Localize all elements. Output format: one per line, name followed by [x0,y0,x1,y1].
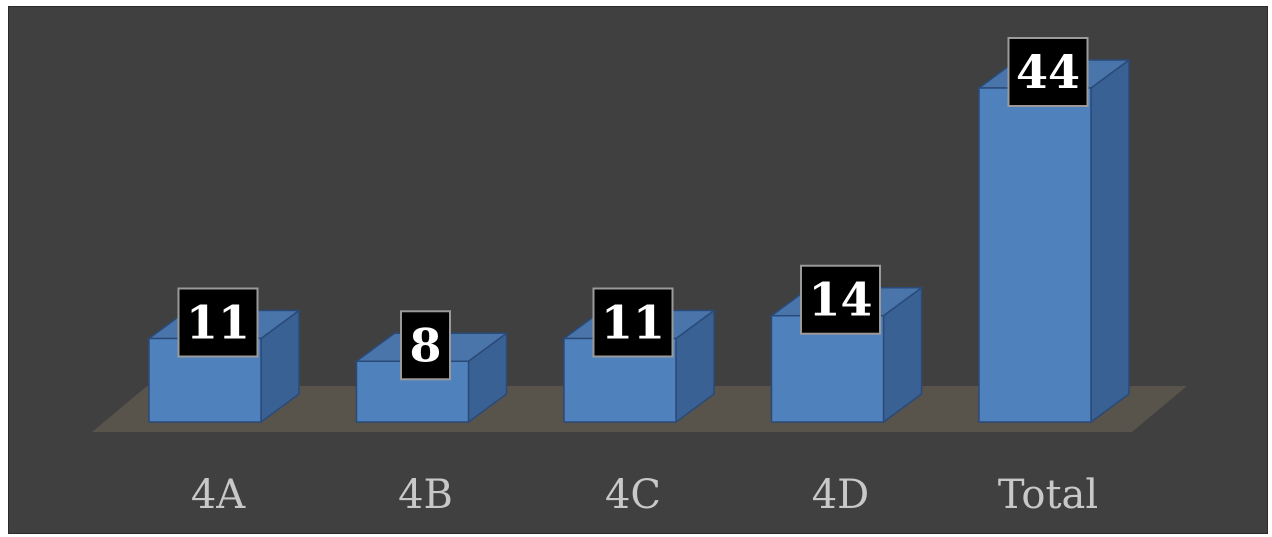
data-label-box [592,287,674,358]
category-labels: 4A 4B 4C 4D Total [191,472,1098,518]
data-label-box [177,287,259,358]
data-label-Total: 44 [1007,37,1089,107]
bar-Total [976,58,1132,424]
bar-side [1090,58,1130,424]
category-label: Total [998,472,1098,518]
data-label-text: 11 [601,296,665,350]
category-label: 4B [398,472,453,518]
data-label-box [1007,37,1089,107]
category-label: 4C [605,472,661,518]
category-label: 4D [812,472,870,518]
data-label-text: 11 [186,296,250,350]
data-label-4A: 11 [177,287,259,358]
bar-front [978,87,1092,423]
data-label-box [800,264,881,335]
category-label: 4A [191,472,246,518]
data-label-4D: 14 [800,264,881,335]
data-label-4C: 11 [592,287,674,358]
data-label-text: 14 [808,273,872,327]
bars-group [146,58,1132,424]
data-labels: 11 8 11 14 44 [177,37,1089,381]
data-label-text: 8 [409,318,441,372]
data-label-text: 44 [1016,45,1080,99]
data-label-box [400,310,451,381]
data-label-4B: 8 [400,310,451,381]
